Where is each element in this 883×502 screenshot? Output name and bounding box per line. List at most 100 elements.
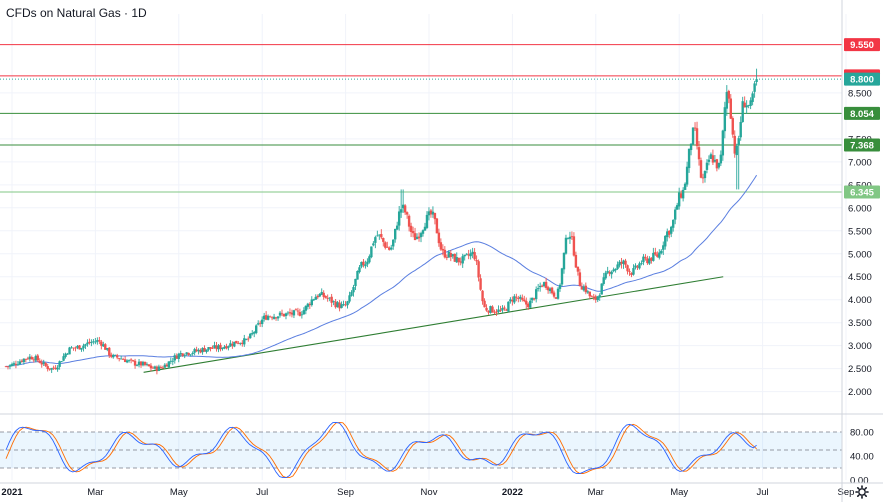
x-tick-label: May [170,487,188,498]
level-label: 8.054 [850,109,874,120]
candle [409,222,413,238]
candle [517,295,520,303]
candle [419,231,423,243]
candle [455,252,458,264]
candle [681,187,685,202]
candle [88,338,91,345]
candle [50,367,53,373]
candle [519,294,522,302]
candle [481,289,484,305]
candle [366,258,369,268]
candle [658,249,661,260]
candle [640,260,643,266]
candle [509,297,512,304]
x-tick-label: Nov [421,487,438,498]
candle [260,316,264,328]
candle [531,297,534,304]
candle [159,365,163,369]
candle [624,258,627,268]
candle [683,182,687,191]
candle [30,355,34,360]
candle [596,295,599,303]
level-label: 6.345 [850,187,874,198]
candle [473,248,476,261]
candle [141,360,145,367]
candle [733,130,736,158]
candle [60,360,63,363]
candle [121,357,125,360]
candle [634,263,637,270]
candle [255,324,258,335]
candle [167,361,171,369]
y-tick-label: 5.500 [848,226,872,237]
candle [338,299,341,312]
level-label: 9.550 [850,40,874,51]
candle [336,300,339,308]
candle [638,261,641,270]
candle [14,360,18,369]
candle [125,359,129,364]
candle [705,159,709,174]
candle [723,101,727,139]
candle [276,316,280,321]
candle [554,297,558,299]
candle [116,353,119,360]
candle [628,268,631,276]
candle [282,313,286,317]
candle [207,346,210,352]
candle [346,300,349,309]
candle [169,357,173,365]
candle [106,347,109,352]
candle [594,294,597,303]
candle [449,250,452,262]
candle [44,361,47,368]
candle [266,314,270,321]
candle [427,207,431,221]
candle [151,366,155,369]
candle [278,310,282,318]
candle [606,266,609,275]
candle [592,293,595,301]
candle [689,143,693,156]
candle [114,354,117,356]
candle [102,341,105,347]
candle [127,359,131,363]
candle [137,359,141,368]
candle [70,345,73,349]
y-tick-label: 6.000 [848,203,872,214]
candle [123,356,127,363]
candle [90,339,93,347]
candle [370,246,373,259]
candle [243,334,246,347]
candle [695,121,699,150]
candle [300,311,304,319]
candle [384,241,387,250]
candle [308,302,312,310]
candle [487,310,490,315]
candle [753,81,756,98]
candle [68,346,71,355]
candle [727,89,730,104]
candle [497,305,500,314]
candle [163,363,167,368]
candle [199,348,202,354]
candle [709,152,713,159]
candle [302,307,306,315]
gear-icon[interactable] [855,485,869,499]
candle [626,264,629,275]
candle [149,363,153,372]
price-levels [0,44,842,193]
candle [26,356,30,360]
candle [423,222,427,231]
candle [529,297,532,308]
candle [451,253,454,259]
candle [550,286,554,295]
candle [16,361,20,366]
candle [298,308,302,317]
candle [171,357,174,366]
candle [604,270,607,280]
candle [447,250,451,258]
candle [699,157,703,179]
candle [493,309,496,315]
